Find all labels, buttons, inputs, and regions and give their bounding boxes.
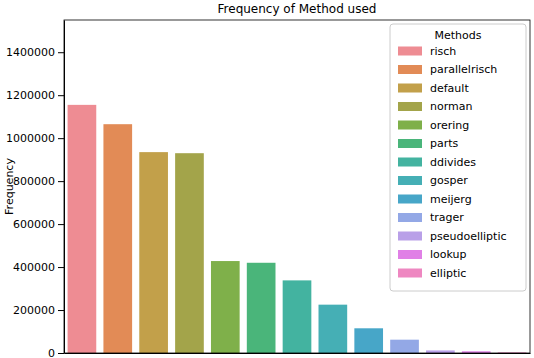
- y-tick-label: 1000000: [6, 132, 55, 145]
- legend-label: default: [430, 82, 469, 95]
- legend-label: gosper: [430, 174, 468, 187]
- y-tick-label: 0: [48, 347, 55, 358]
- legend-label: orering: [430, 119, 469, 132]
- y-tick-mark: [58, 310, 64, 311]
- y-axis: 0 200000 400000 600000 800000 1000000 1200000 1…: [6, 21, 65, 358]
- legend-swatch: [398, 121, 422, 130]
- y-tick-label: 200000: [13, 304, 55, 317]
- y-tick-label: 600000: [13, 218, 55, 231]
- legend-label: meijerg: [430, 193, 472, 206]
- y-tick: 1000000: [6, 132, 64, 145]
- plot-frame: [64, 20, 530, 353]
- legend-label: lookup: [430, 248, 467, 261]
- y-tick-mark: [58, 181, 64, 182]
- bar: [319, 305, 348, 353]
- y-tick-mark: [58, 353, 64, 354]
- legend-label: parallelrisch: [430, 63, 497, 76]
- y-tick-mark: [58, 95, 64, 96]
- y-tick: 800000: [13, 175, 64, 188]
- legend-swatch: [398, 250, 422, 259]
- legend-swatch: [398, 65, 422, 74]
- y-tick: 600000: [13, 218, 64, 231]
- y-tick-label: 1400000: [6, 46, 55, 59]
- legend-box: [390, 24, 526, 291]
- legend-label: parts: [430, 137, 459, 150]
- legend-swatch: [398, 102, 422, 111]
- legend-swatch: [398, 158, 422, 167]
- y-tick-mark: [58, 224, 64, 225]
- legend-swatch: [398, 47, 422, 56]
- legend-swatch: [398, 232, 422, 241]
- legend-label: trager: [430, 211, 464, 224]
- bar: [211, 261, 240, 353]
- y-tick-mark: [58, 138, 64, 139]
- legend-swatch: [398, 176, 422, 185]
- legend-swatch: [398, 139, 422, 148]
- legend: Methods risch parallelrisch default norman or…: [390, 24, 526, 291]
- bar: [247, 263, 276, 353]
- legend-label: elliptic: [430, 267, 466, 280]
- y-tick: 400000: [13, 261, 64, 274]
- legend-label: pseudoelliptic: [430, 230, 507, 243]
- y-tick-label: 800000: [13, 175, 55, 188]
- y-tick-label: 1200000: [6, 89, 55, 102]
- legend-swatch: [398, 213, 422, 222]
- legend-label: risch: [430, 45, 456, 58]
- legend-label: norman: [430, 100, 472, 113]
- legend-title: Methods: [435, 29, 482, 42]
- y-tick: 1200000: [6, 89, 64, 102]
- y-tick-label: 400000: [13, 261, 55, 274]
- legend-label: ddivides: [430, 156, 476, 169]
- bar: [68, 105, 97, 353]
- legend-swatch: [398, 195, 422, 204]
- bar: [139, 152, 168, 353]
- y-tick-mark: [58, 267, 64, 268]
- bar: [103, 124, 132, 353]
- bar: [283, 280, 312, 353]
- y-tick: 200000: [13, 304, 64, 317]
- y-tick-mark: [58, 52, 64, 53]
- bar: [390, 340, 419, 353]
- bar: [175, 153, 204, 353]
- legend-swatch: [398, 84, 422, 93]
- legend-swatch: [398, 269, 422, 278]
- bar: [354, 328, 383, 353]
- chart: Frequency of Method usedFrequency0200000…: [0, 0, 534, 358]
- y-tick: 0: [48, 347, 64, 358]
- title: Frequency of Method used: [218, 2, 377, 16]
- bars: [68, 105, 527, 353]
- y-tick: 1400000: [6, 46, 64, 59]
